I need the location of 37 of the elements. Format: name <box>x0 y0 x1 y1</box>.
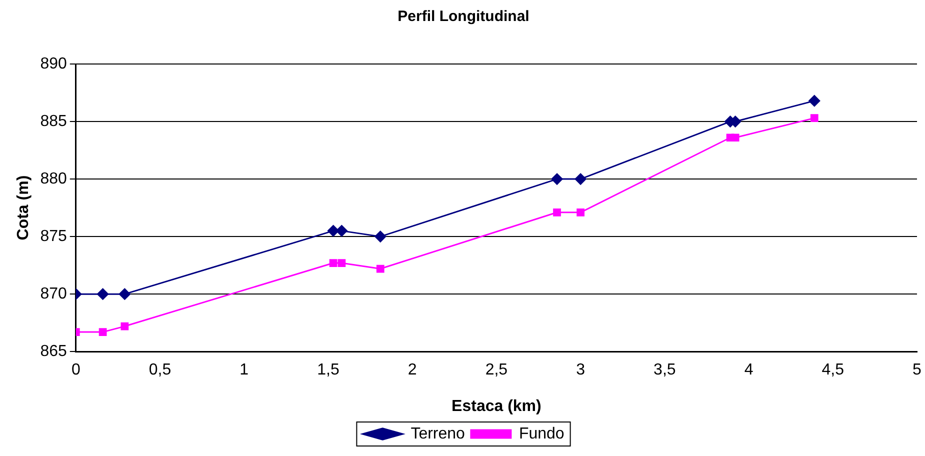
point <box>810 114 818 122</box>
x-axis-title: Estaca (km) <box>452 398 542 415</box>
x-tick-label: 3,5 <box>654 362 676 379</box>
x-tick-label: 4 <box>744 362 754 379</box>
x-tick-label: 0,5 <box>148 362 172 379</box>
point <box>97 288 109 300</box>
y-tick-label: 890 <box>40 55 67 72</box>
point <box>551 173 563 185</box>
legend-label: Fundo <box>518 425 564 442</box>
point <box>574 173 586 185</box>
point <box>808 95 820 107</box>
y-tick-label: 880 <box>40 170 67 188</box>
x-tick-label: 2 <box>408 362 417 379</box>
y-tick-label: 875 <box>40 228 67 245</box>
legend-label: Terreno <box>410 425 466 442</box>
x-tick-label: 2,5 <box>485 362 508 379</box>
point <box>576 208 584 216</box>
x-tick-label: 0 <box>71 362 80 379</box>
y-tick-label: 865 <box>40 343 67 360</box>
point <box>376 264 384 273</box>
x-tick-label: 3 <box>576 362 586 379</box>
point <box>98 328 107 336</box>
chart-title: Perfil Longitudinal <box>398 8 530 26</box>
y-tick-label: 870 <box>40 285 67 302</box>
x-tick-label: 1,5 <box>317 362 340 379</box>
point <box>120 322 129 330</box>
x-tick-label: 4,5 <box>822 362 844 379</box>
point <box>329 259 338 267</box>
point <box>374 230 386 242</box>
x-tick-label: 1 <box>240 362 249 379</box>
point <box>338 259 346 267</box>
y-tick-label: 885 <box>40 112 67 130</box>
y-axis-title: Cota (m) <box>15 175 32 240</box>
point <box>553 208 561 216</box>
point <box>731 134 740 142</box>
point <box>118 288 130 300</box>
x-tick-label: 5 <box>912 362 922 379</box>
